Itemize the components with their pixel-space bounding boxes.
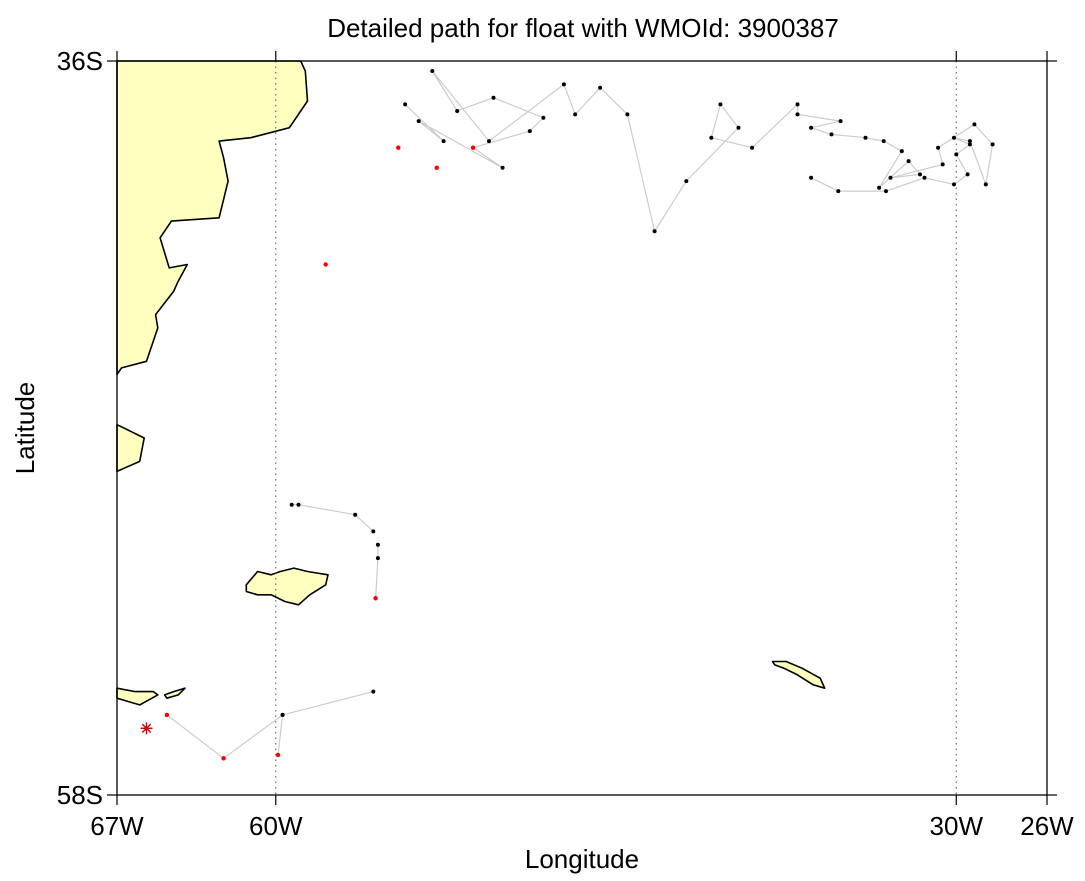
profile-point [983, 182, 988, 187]
profile-point [940, 162, 945, 167]
deployment-marker [140, 722, 153, 735]
x-tick-label: 60W [249, 811, 303, 841]
profile-point [888, 175, 893, 180]
profile-point [684, 179, 689, 184]
track-segment-2 [291, 504, 374, 532]
profile-point [922, 175, 927, 180]
plot-frame [116, 60, 1048, 796]
profile-point [527, 129, 532, 134]
profile-point [491, 95, 496, 100]
falkland-islands [245, 567, 329, 606]
highlight-point [275, 752, 281, 758]
profile-point [625, 112, 630, 117]
profile-point [795, 112, 800, 117]
profile-point [838, 119, 843, 124]
profile-point [709, 135, 714, 140]
profile-point [863, 135, 868, 140]
axis-ticks: 67W 60W 30W 26W 36S 58S [57, 46, 1074, 841]
gridlines [275, 61, 957, 795]
profile-point [375, 556, 380, 561]
profile-points [164, 69, 995, 761]
profile-point [718, 102, 723, 107]
profile-point [918, 172, 922, 177]
x-tick-label: 67W [90, 811, 144, 841]
profile-point [375, 542, 380, 547]
profile-point [906, 159, 911, 164]
highlight-point [396, 145, 401, 150]
profile-point [573, 112, 578, 117]
profile-point [965, 172, 970, 177]
profile-point [884, 189, 888, 194]
profile-point [967, 139, 972, 144]
x-tick-label: 26W [1020, 811, 1074, 841]
south-america-coast [116, 60, 309, 376]
profile-point [296, 502, 301, 507]
profile-point [829, 132, 834, 137]
profile-point [289, 502, 294, 507]
profile-point [416, 119, 421, 124]
profile-point [836, 189, 841, 194]
y-tick-label: 58S [57, 780, 103, 810]
profile-point [371, 689, 376, 694]
profile-point [967, 142, 972, 147]
profile-point [954, 152, 959, 157]
profile-point [280, 712, 285, 717]
highlight-point [221, 756, 226, 761]
tierra-del-fuego-north [116, 423, 145, 473]
x-axis-label: Longitude [525, 844, 639, 874]
profile-point [487, 139, 491, 144]
track-segment-3 [375, 544, 379, 599]
track-segment-4 [404, 70, 994, 233]
map-title: Detailed path for float with WMOId: 3900… [327, 13, 839, 43]
track-segment-0 [166, 691, 374, 760]
profile-point [736, 125, 741, 130]
tierra-del-fuego-south [116, 687, 159, 706]
profile-point [899, 149, 904, 154]
profile-point [500, 165, 505, 170]
y-axis-label: Latitude [10, 382, 40, 475]
profile-point [972, 122, 977, 127]
south-georgia [771, 660, 826, 690]
profile-point [809, 175, 814, 180]
profile-point [353, 512, 358, 517]
profile-point [541, 115, 546, 120]
profile-point [750, 145, 755, 150]
profile-point [881, 139, 886, 144]
highlight-point [323, 262, 328, 267]
profile-point [598, 85, 603, 90]
profile-point [403, 102, 408, 107]
profile-point [877, 185, 882, 190]
profile-point [455, 109, 460, 113]
profile-point [952, 182, 956, 187]
profile-point [795, 102, 800, 107]
land-layer [116, 60, 826, 706]
float-track [166, 70, 994, 760]
profile-point [441, 139, 446, 144]
track-segment-1 [277, 714, 284, 756]
highlight-point [164, 712, 170, 718]
profile-point [809, 125, 814, 130]
asterisk-icon [140, 722, 153, 735]
profile-point [371, 529, 376, 534]
profile-point [936, 145, 941, 150]
x-tick-label: 30W [930, 811, 984, 841]
plot-area [116, 60, 1048, 796]
profile-point [652, 229, 657, 234]
y-tick-label: 36S [57, 46, 103, 76]
profile-point [952, 135, 956, 140]
profile-point [990, 142, 995, 147]
highlight-point [470, 145, 476, 150]
profile-point [561, 82, 566, 87]
highlight-point [373, 596, 378, 601]
profile-point [430, 69, 435, 73]
highlight-point [434, 165, 439, 170]
isla-de-los-estados [163, 687, 186, 700]
